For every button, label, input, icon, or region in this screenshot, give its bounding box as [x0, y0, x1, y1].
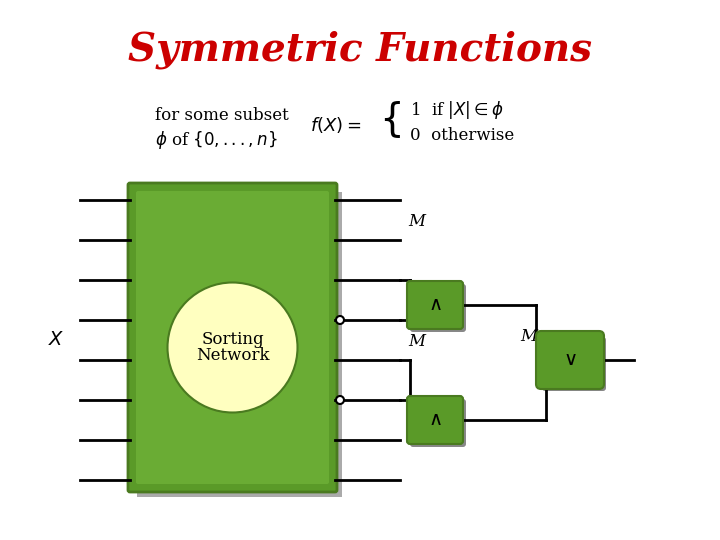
FancyBboxPatch shape: [128, 183, 337, 492]
Circle shape: [336, 396, 344, 404]
Text: 1  if $|X| \in \phi$: 1 if $|X| \in \phi$: [410, 99, 504, 121]
Text: $\phi$ of $\{0,...,n\}$: $\phi$ of $\{0,...,n\}$: [155, 129, 277, 151]
Text: $\wedge$: $\wedge$: [428, 296, 442, 314]
Text: for some subset: for some subset: [155, 106, 289, 124]
FancyBboxPatch shape: [136, 191, 329, 484]
FancyBboxPatch shape: [407, 396, 463, 444]
Text: $f(X) = $: $f(X) = $: [310, 115, 361, 135]
Text: M: M: [408, 333, 425, 350]
FancyBboxPatch shape: [410, 284, 466, 332]
Text: $X$: $X$: [48, 331, 65, 349]
Text: Symmetric Functions: Symmetric Functions: [128, 31, 592, 69]
FancyBboxPatch shape: [536, 331, 604, 389]
Text: $\wedge$: $\wedge$: [428, 411, 442, 429]
FancyBboxPatch shape: [410, 399, 466, 447]
FancyBboxPatch shape: [137, 192, 342, 497]
Circle shape: [168, 282, 297, 413]
FancyBboxPatch shape: [542, 337, 606, 391]
FancyBboxPatch shape: [407, 281, 463, 329]
Text: M: M: [408, 213, 425, 230]
Circle shape: [336, 316, 344, 324]
Text: $\{$: $\{$: [379, 99, 401, 140]
Text: M: M: [520, 328, 537, 345]
Text: 0  otherwise: 0 otherwise: [410, 126, 514, 144]
Text: Network: Network: [196, 347, 269, 364]
Text: $\vee$: $\vee$: [563, 351, 577, 369]
Text: Sorting: Sorting: [201, 331, 264, 348]
